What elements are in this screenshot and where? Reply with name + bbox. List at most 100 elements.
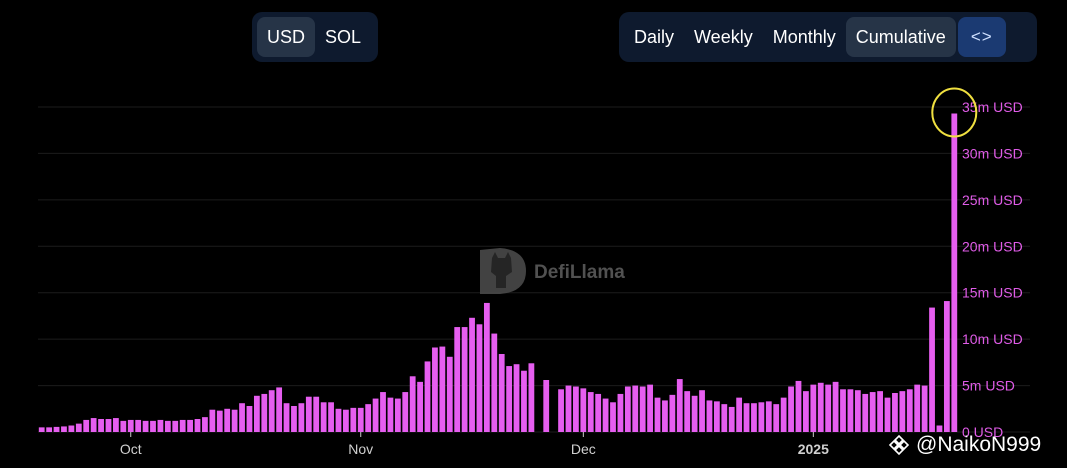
bar[interactable]: [276, 387, 283, 432]
bar[interactable]: [498, 354, 505, 432]
bar[interactable]: [869, 392, 876, 432]
bar[interactable]: [691, 395, 698, 432]
bar[interactable]: [639, 386, 646, 433]
bar[interactable]: [699, 390, 705, 432]
bar[interactable]: [506, 366, 513, 432]
bar[interactable]: [513, 364, 520, 432]
period-daily-button[interactable]: Daily: [634, 26, 675, 47]
bar[interactable]: [610, 402, 616, 432]
bar[interactable]: [320, 402, 327, 432]
bar[interactable]: [751, 403, 757, 432]
period-monthly-button[interactable]: Monthly: [772, 26, 836, 47]
period-weekly-button[interactable]: Weekly: [694, 26, 753, 47]
bar[interactable]: [291, 406, 297, 432]
bar[interactable]: [632, 385, 639, 432]
bar[interactable]: [380, 392, 386, 432]
bar[interactable]: [202, 417, 208, 432]
bar[interactable]: [788, 386, 794, 433]
bar[interactable]: [283, 403, 290, 432]
bar[interactable]: [194, 419, 201, 432]
bar[interactable]: [951, 113, 958, 433]
bar[interactable]: [350, 407, 357, 432]
bar[interactable]: [810, 384, 817, 432]
bar[interactable]: [817, 382, 824, 432]
bar[interactable]: [899, 391, 906, 432]
bar[interactable]: [647, 384, 653, 432]
bar[interactable]: [669, 394, 676, 432]
bar[interactable]: [90, 418, 97, 432]
bar[interactable]: [832, 381, 839, 432]
bar[interactable]: [150, 420, 156, 432]
bar[interactable]: [387, 397, 394, 432]
bar[interactable]: [179, 419, 186, 432]
bar[interactable]: [305, 396, 312, 432]
bar[interactable]: [758, 402, 765, 432]
bar[interactable]: [157, 419, 164, 432]
bar[interactable]: [53, 426, 60, 432]
bar[interactable]: [172, 420, 179, 432]
bar[interactable]: [840, 389, 846, 432]
bar[interactable]: [780, 397, 787, 432]
bar[interactable]: [676, 379, 683, 432]
bar[interactable]: [602, 398, 609, 432]
bar[interactable]: [113, 418, 119, 432]
bar[interactable]: [617, 393, 624, 432]
period-cumulative-button[interactable]: Cumulative: [845, 17, 956, 57]
bar[interactable]: [929, 307, 935, 432]
bar[interactable]: [728, 406, 735, 432]
bar[interactable]: [721, 404, 728, 432]
bar[interactable]: [565, 385, 572, 432]
bar[interactable]: [268, 390, 275, 432]
bar[interactable]: [580, 388, 587, 432]
bar[interactable]: [862, 393, 869, 432]
bar[interactable]: [595, 393, 602, 432]
bar[interactable]: [216, 410, 223, 432]
bar[interactable]: [558, 389, 564, 432]
bar[interactable]: [914, 384, 921, 432]
bar[interactable]: [246, 406, 253, 432]
bar[interactable]: [765, 401, 772, 432]
bar[interactable]: [187, 419, 193, 432]
bar[interactable]: [454, 327, 461, 432]
bar[interactable]: [795, 380, 802, 432]
bar[interactable]: [713, 401, 720, 432]
bar[interactable]: [75, 423, 82, 432]
bar[interactable]: [892, 393, 898, 432]
bar[interactable]: [469, 317, 475, 432]
bar[interactable]: [446, 356, 453, 432]
bar[interactable]: [528, 363, 535, 432]
bar[interactable]: [394, 398, 401, 432]
bar[interactable]: [98, 419, 104, 432]
bar[interactable]: [624, 386, 631, 433]
bar[interactable]: [239, 403, 245, 432]
bar[interactable]: [936, 425, 943, 433]
bar[interactable]: [313, 396, 320, 432]
bar[interactable]: [135, 419, 142, 432]
bar[interactable]: [943, 301, 950, 432]
bar[interactable]: [372, 398, 379, 432]
bar[interactable]: [357, 407, 364, 432]
bar[interactable]: [424, 361, 431, 432]
bar[interactable]: [684, 391, 691, 432]
bar[interactable]: [328, 402, 334, 432]
bar[interactable]: [743, 403, 750, 432]
bar[interactable]: [543, 380, 550, 432]
bar[interactable]: [38, 427, 45, 432]
bar[interactable]: [439, 346, 446, 432]
bar[interactable]: [491, 333, 498, 432]
bar[interactable]: [409, 376, 416, 432]
bar[interactable]: [164, 420, 171, 432]
bar[interactable]: [335, 408, 342, 432]
bar[interactable]: [209, 409, 216, 432]
bar[interactable]: [736, 397, 743, 432]
embed-code-button[interactable]: <>: [957, 17, 1006, 57]
bar[interactable]: [224, 408, 231, 432]
bar[interactable]: [906, 389, 913, 432]
bar[interactable]: [884, 397, 891, 432]
bar[interactable]: [253, 395, 260, 432]
bar[interactable]: [68, 425, 75, 433]
bar[interactable]: [142, 420, 149, 432]
bar[interactable]: [365, 404, 372, 432]
bar[interactable]: [706, 400, 713, 432]
bar[interactable]: [298, 403, 305, 432]
